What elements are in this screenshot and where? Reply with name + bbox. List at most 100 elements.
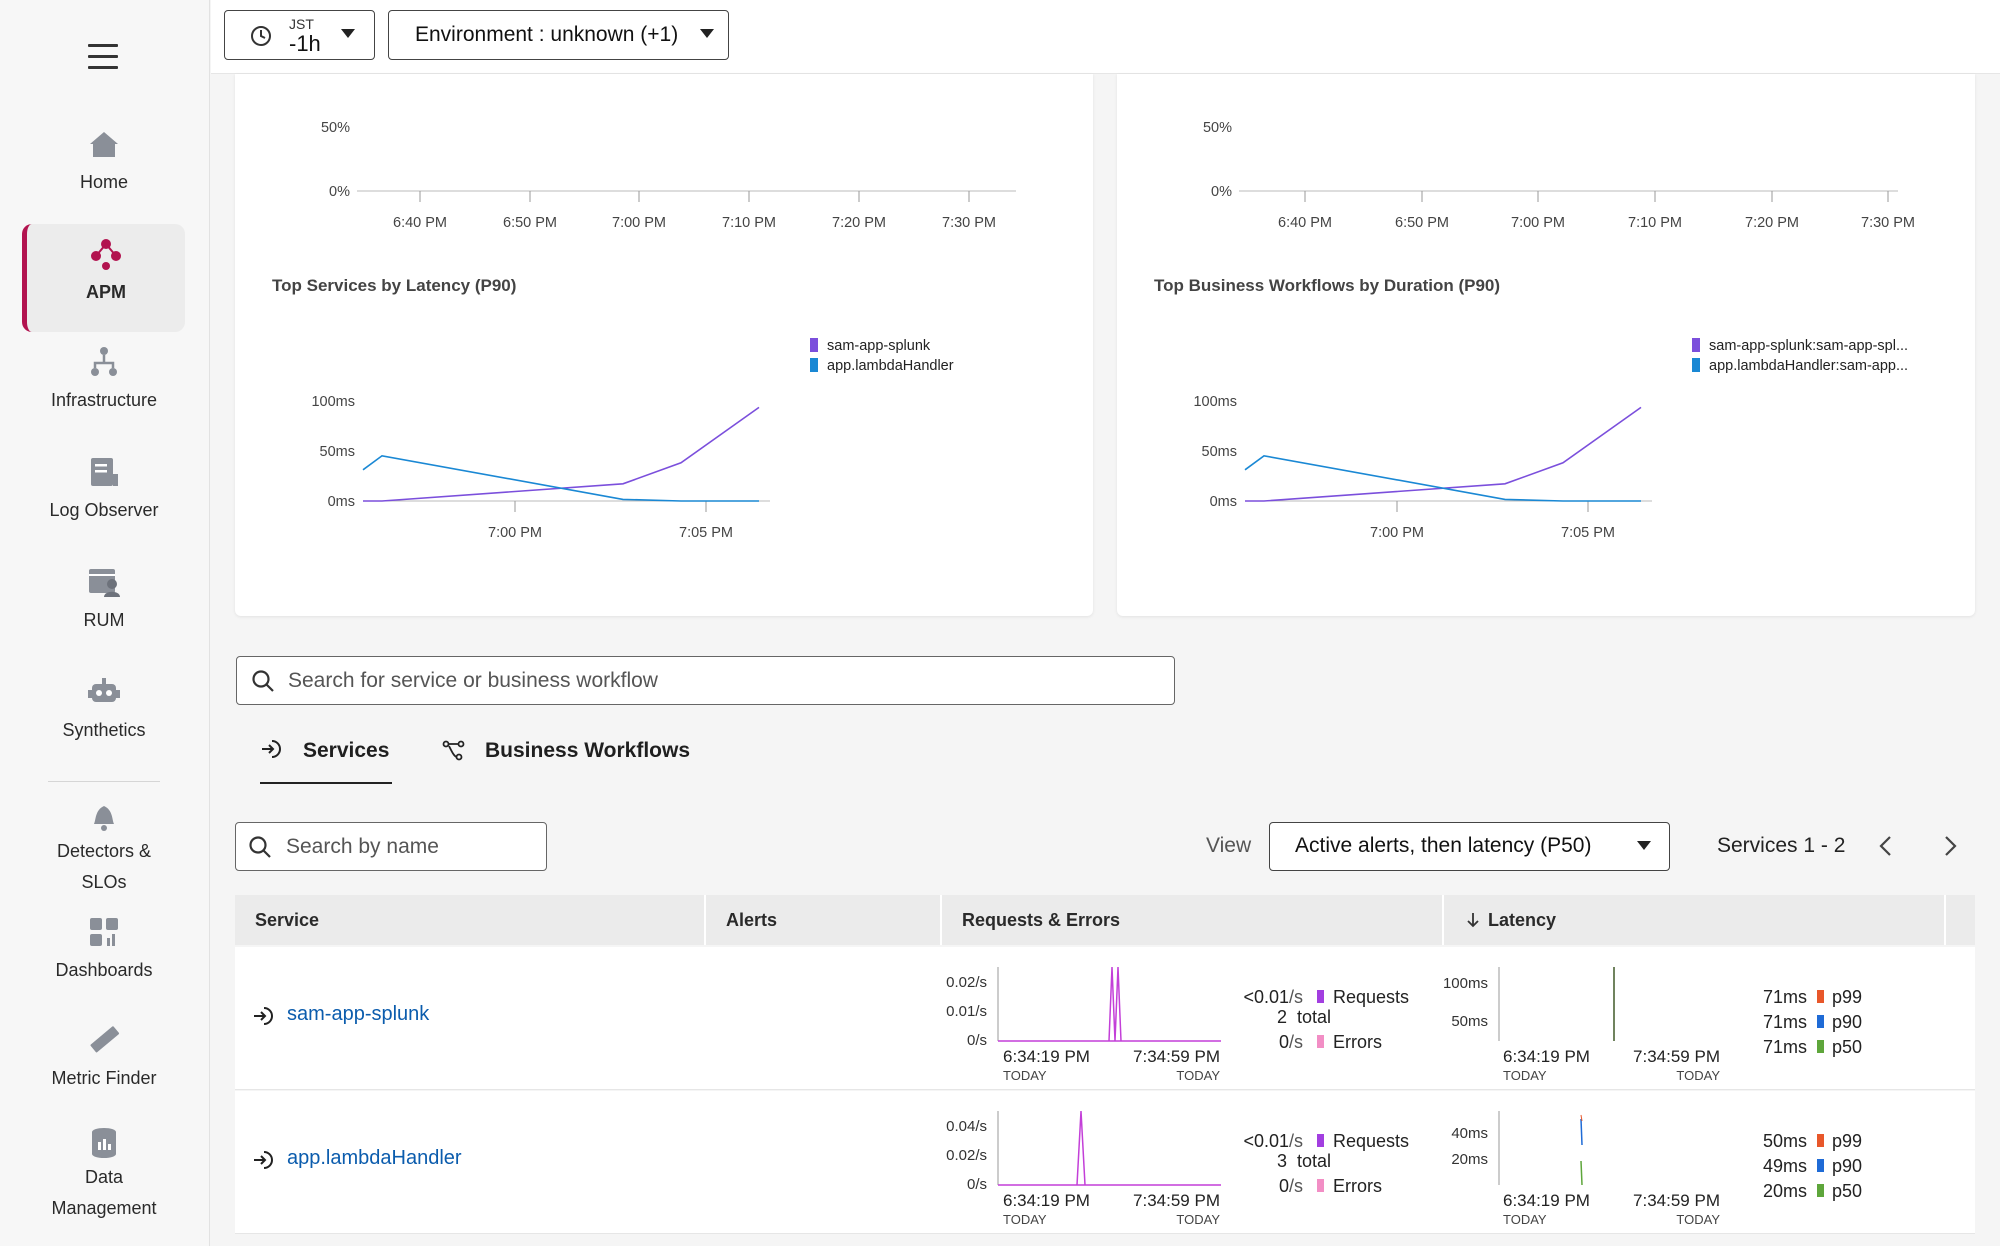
x-tick: 7:20 PM <box>1745 215 1799 231</box>
request-spike <box>1076 1110 1086 1186</box>
errors-rate: 0/s <box>1279 1176 1303 1196</box>
row-sparklines: 0.02/s 0.01/s 0/s 6:34:19 PM 7:34:59 PM … <box>946 966 1862 1083</box>
sidebar-item-dashboards[interactable]: Dashboards <box>24 914 184 981</box>
previous-page-button[interactable] <box>1874 833 1900 859</box>
service-icon <box>262 740 281 758</box>
dashboards-icon <box>90 918 118 946</box>
sidebar-item-apm[interactable]: APM <box>22 224 185 332</box>
right-chart-card: 50% 0% 6:40 PM 6:50 PM 7:00 PM 7:10 PM 7… <box>1117 74 1975 616</box>
search-icon <box>249 836 271 858</box>
chevron-down-icon <box>341 29 355 38</box>
view-sort-select[interactable]: Active alerts, then latency (P50) <box>1269 822 1670 871</box>
search-placeholder: Search for service or business workflow <box>288 669 658 692</box>
next-page-button[interactable] <box>1936 833 1962 859</box>
p50-line <box>1580 1160 1583 1186</box>
legend-label: app.lambdaHandler <box>827 358 954 374</box>
p99-label: p99 <box>1832 1131 1862 1151</box>
series-line-blue <box>1244 454 1641 502</box>
sidebar-item-infrastructure[interactable]: Infrastructure <box>24 344 184 411</box>
column-header-alerts[interactable]: Alerts <box>706 895 942 945</box>
column-header-service[interactable]: Service <box>235 895 706 945</box>
tab-business-workflows[interactable]: Business Workflows <box>442 736 702 784</box>
service-link[interactable]: sam-app-splunk <box>287 1003 430 1025</box>
search-by-name-input[interactable]: Search by name <box>235 822 547 871</box>
x-tick: 7:30 PM <box>1861 215 1915 231</box>
p90-value: 49ms <box>1763 1156 1807 1176</box>
time-start: 6:34:19 PM <box>1503 1191 1590 1210</box>
y-tick: 0ms <box>328 494 355 510</box>
y-tick: 50% <box>321 120 350 136</box>
sidebar-item-synthetics[interactable]: Synthetics <box>24 674 184 741</box>
requests-swatch <box>1317 990 1324 1003</box>
apm-icon <box>91 239 121 270</box>
clock-icon <box>251 26 271 46</box>
legend-swatch-purple <box>810 338 818 352</box>
latency-header-label: Latency <box>1488 910 1557 930</box>
menu-icon[interactable] <box>88 44 118 72</box>
today-label: TODAY <box>1676 1068 1720 1083</box>
environment-filter[interactable]: Environment : unknown (+1) <box>388 10 729 60</box>
sidebar-item-label: Home <box>79 172 128 192</box>
x-tick: 6:50 PM <box>1395 215 1449 231</box>
req-axis-tick: 0.02/s <box>946 1147 987 1164</box>
sidebar-item-metric-finder[interactable]: Metric Finder <box>24 1022 184 1089</box>
sidebar-item-log-observer[interactable]: Log Observer <box>24 454 184 521</box>
p99-line <box>1580 1114 1583 1122</box>
legend-label: sam-app-splunk <box>827 338 931 354</box>
x-ticks-top <box>419 191 970 202</box>
sidebar-item-rum[interactable]: RUM <box>24 564 184 631</box>
x-tick: 6:50 PM <box>503 215 557 231</box>
sidebar-item-detectors[interactable]: Detectors & SLOs <box>24 798 184 898</box>
p99-swatch <box>1817 1134 1824 1147</box>
right-chart-svg: 50% 0% 6:40 PM 6:50 PM 7:00 PM 7:10 PM 7… <box>1154 120 1915 541</box>
environment-label: Environment : unknown (+1) <box>415 23 679 46</box>
y-tick: 100ms <box>311 394 355 410</box>
series-line-blue <box>362 454 759 502</box>
sidebar-item-label: Data <box>84 1167 124 1187</box>
service-link[interactable]: app.lambdaHandler <box>287 1147 462 1169</box>
sidebar-item-data-management[interactable]: Data Management <box>24 1124 184 1224</box>
column-header-latency[interactable]: Latency <box>1444 895 1946 945</box>
sidebar-item-label-2: Management <box>51 1198 157 1218</box>
time-end: 7:34:59 PM <box>1633 1191 1720 1210</box>
sidebar-item-label: Log Observer <box>49 500 159 520</box>
services-count: Services 1 - 2 <box>1717 834 1846 857</box>
tab-label: Services <box>303 739 390 762</box>
p90-swatch <box>1817 1015 1824 1028</box>
p90-value: 71ms <box>1763 1012 1807 1032</box>
requests-label: Requests <box>1333 1131 1409 1151</box>
x-tick: 7:00 PM <box>1370 525 1424 541</box>
errors-label: Errors <box>1333 1176 1382 1196</box>
total-label: total <box>1297 1151 1331 1171</box>
x-tick: 7:20 PM <box>832 215 886 231</box>
errors-rate: 0/s <box>1279 1032 1303 1052</box>
sidebar-item-label: APM <box>86 282 126 302</box>
sidebar-item-label: Infrastructure <box>50 390 158 410</box>
sidebar-item-label: Synthetics <box>62 720 146 740</box>
timezone-label: JST <box>289 16 314 32</box>
p50-label: p50 <box>1832 1037 1862 1057</box>
tab-label: Business Workflows <box>485 739 690 762</box>
view-select-value: Active alerts, then latency (P50) <box>1295 834 1592 857</box>
x-tick: 7:10 PM <box>1628 215 1682 231</box>
tab-services[interactable]: Services <box>260 736 392 784</box>
y-tick: 0% <box>329 184 350 200</box>
x-tick: 7:30 PM <box>942 215 996 231</box>
p90-label: p90 <box>1832 1156 1862 1176</box>
requests-rate: <0.01/s <box>1243 987 1303 1007</box>
p50-swatch <box>1817 1184 1824 1197</box>
x-tick: 7:00 PM <box>1511 215 1565 231</box>
y-tick: 50% <box>1203 120 1232 136</box>
p99-swatch <box>1817 990 1824 1003</box>
table-row: sam-app-splunk 0.02/s 0.01/s 0/s 6:34:19… <box>235 947 1975 1090</box>
column-header-requests[interactable]: Requests & Errors <box>942 895 1444 945</box>
total-count: 2 <box>1277 1007 1287 1027</box>
req-axis-tick: 0/s <box>967 1176 987 1193</box>
time-start: 6:34:19 PM <box>1003 1191 1090 1210</box>
x-tick: 6:40 PM <box>393 215 447 231</box>
table-header: Service Alerts Requests & Errors Latency <box>235 895 1975 945</box>
service-workflow-search[interactable]: Search for service or business workflow <box>236 656 1175 705</box>
time-range-picker[interactable]: JST -1h <box>224 10 375 60</box>
sidebar-item-home[interactable]: Home <box>24 126 184 193</box>
legend-swatch-blue <box>810 358 818 372</box>
